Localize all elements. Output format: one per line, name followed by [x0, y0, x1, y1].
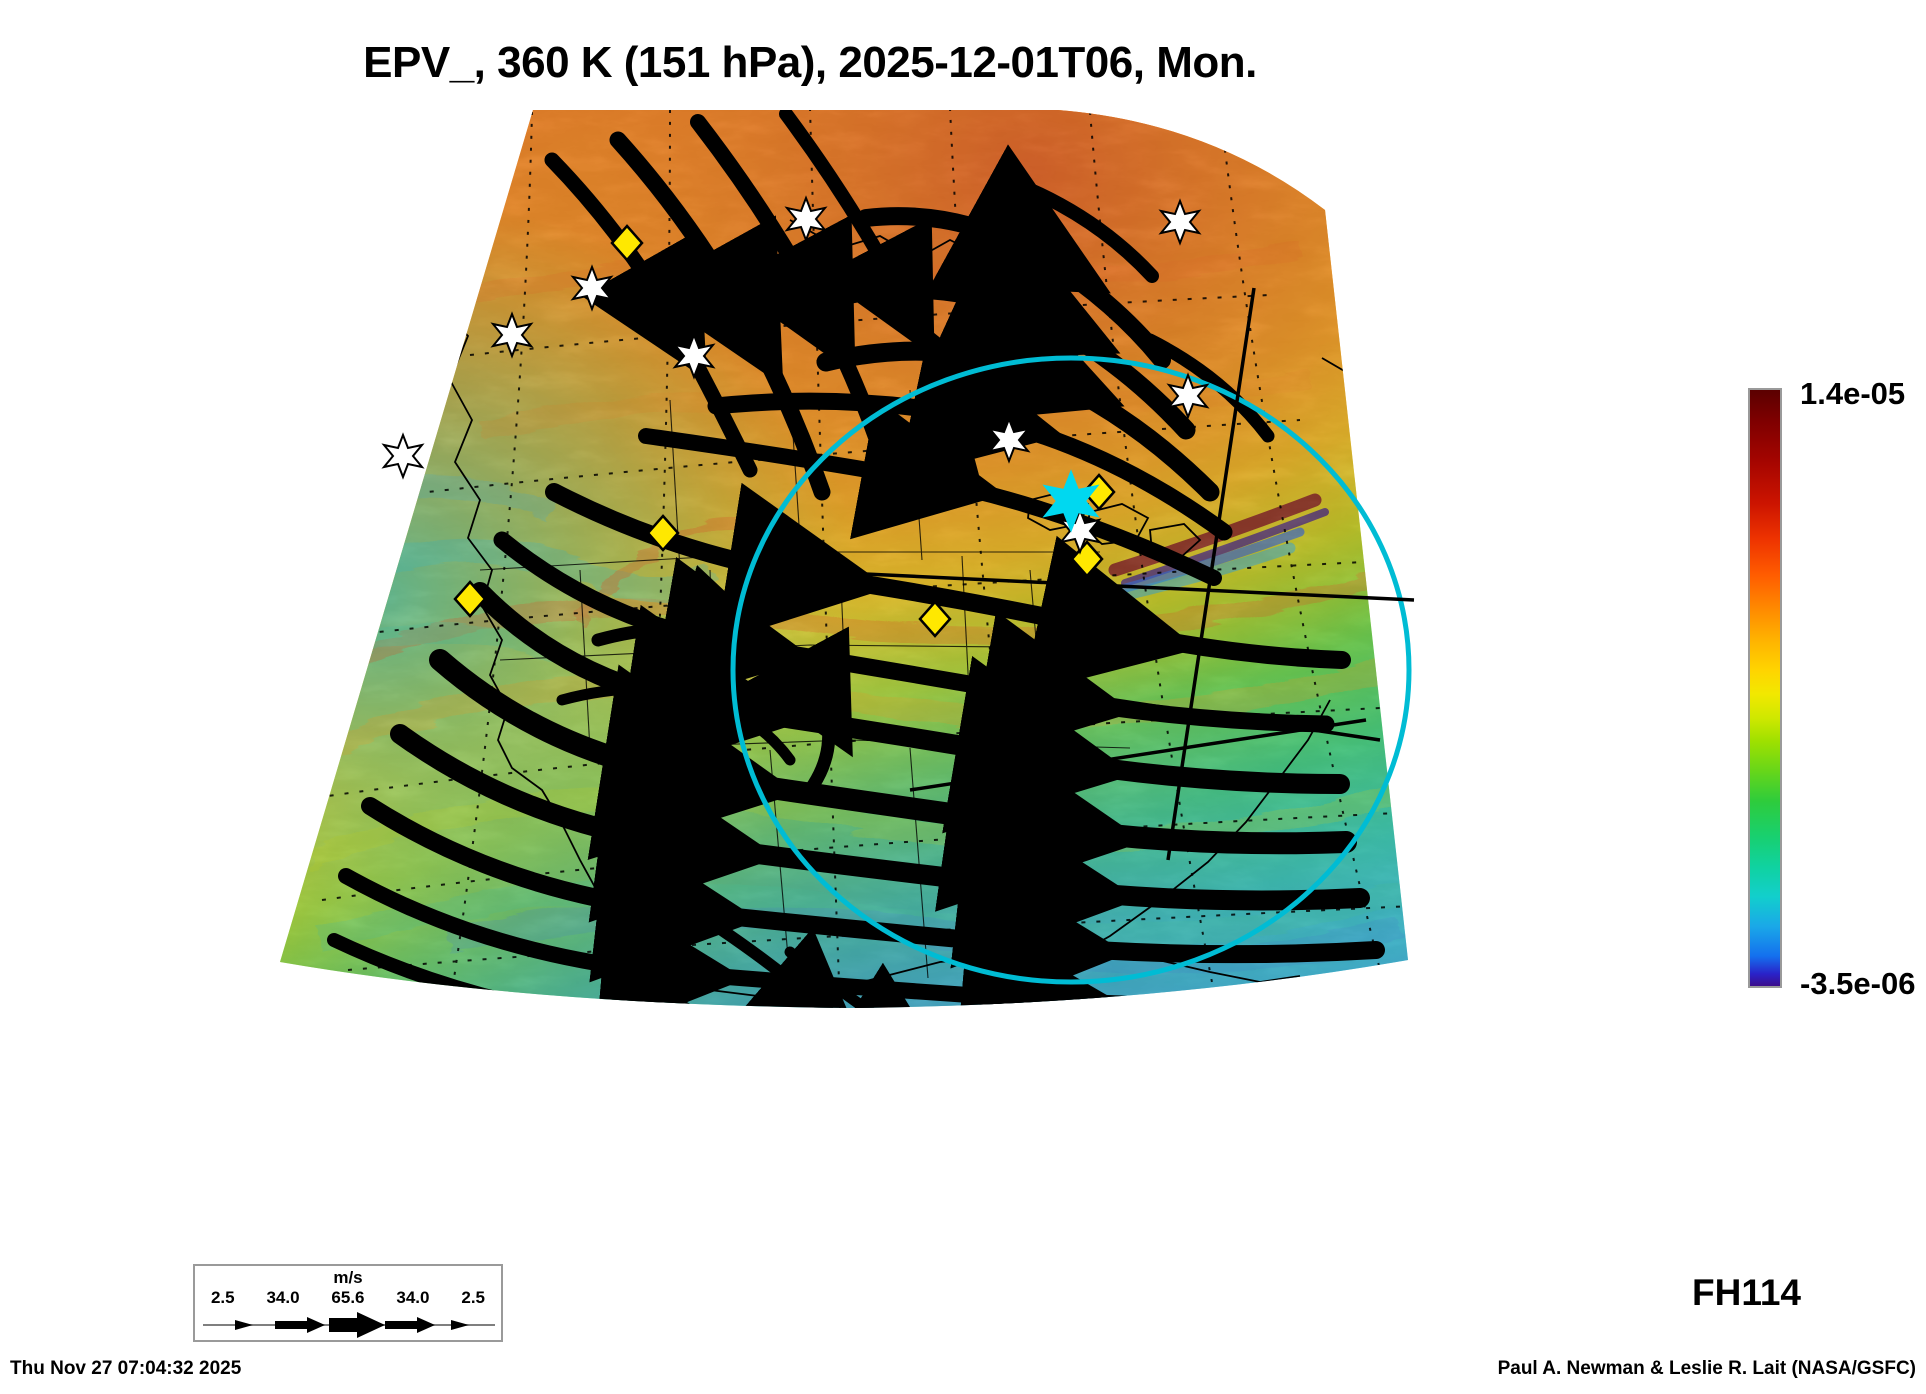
- wind-arrow-scale-icon: [203, 1312, 495, 1338]
- colorbar-gradient: [1748, 388, 1782, 988]
- generation-timestamp: Thu Nov 27 07:04:32 2025: [10, 1358, 242, 1379]
- forecast-hour-label: FH114: [1692, 1272, 1802, 1313]
- wind-tick-0: 2.5: [210, 1288, 235, 1307]
- station-star[interactable]: [381, 195, 1210, 555]
- wind-tick-4: 2.5: [461, 1288, 485, 1307]
- page-title: EPV_, 360 K (151 hPa), 2025-12-01T06, Mo…: [363, 38, 1257, 87]
- colorbar-min-label: -3.5e-06: [1800, 966, 1916, 1001]
- epv-field: [280, 110, 1408, 1008]
- wind-tick-3: 34.0: [396, 1288, 430, 1307]
- target-star[interactable]: [1042, 469, 1100, 533]
- colorbar-max-label: 1.4e-05: [1800, 376, 1906, 411]
- wind-units-label: m/s: [333, 1268, 363, 1287]
- wind-tick-labels: 2.5 34.0 65.6 34.0 2.5: [195, 1288, 501, 1308]
- range-ring: [730, 355, 1412, 985]
- map-panel: [150, 100, 1570, 1280]
- wind-speed-legend: m/s 2.5 34.0 65.6 34.0 2.5: [193, 1264, 503, 1342]
- waypoint-diamond[interactable]: [453, 224, 1116, 638]
- flight-track: [779, 287, 1415, 861]
- wind-tick-1: 34.0: [266, 1288, 300, 1307]
- map-canvas[interactable]: [150, 100, 1570, 1280]
- marker-layer[interactable]: [381, 195, 1210, 638]
- wind-tick-2: 65.6: [331, 1288, 365, 1307]
- author-credit: Paul A. Newman & Leslie R. Lait (NASA/GS…: [1497, 1358, 1916, 1379]
